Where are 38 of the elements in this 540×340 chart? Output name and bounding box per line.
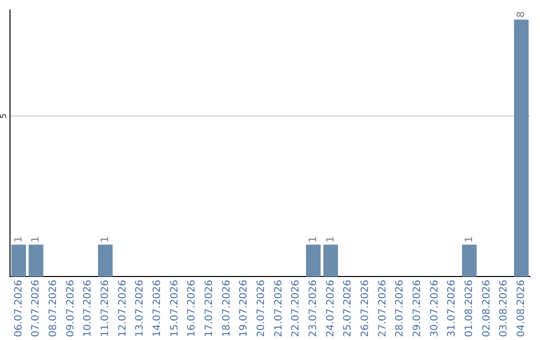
x-tick-label: 19.07.2026 (238, 280, 250, 338)
y-tick-label: 5 (0, 114, 8, 119)
x-tick-label: 16.07.2026 (186, 280, 198, 338)
x-tick-label: 20.07.2026 (256, 280, 267, 338)
x-tick-label: 17.07.2026 (204, 280, 215, 338)
x-tick-label: 22.07.2026 (290, 280, 302, 338)
x-tick-label: 02.08.2026 (481, 280, 492, 338)
x-tick-label: 07.07.2026 (30, 280, 42, 338)
data-label: 8 (516, 11, 527, 18)
x-tick-label: 09.07.2026 (65, 280, 76, 338)
x-tick-label: 13.07.2026 (134, 280, 146, 338)
data-label: 1 (464, 236, 475, 243)
x-tick-label: 04.08.2026 (516, 280, 527, 338)
x-tick-label: 23.07.2026 (308, 280, 319, 338)
x-tick-label: 18.07.2026 (221, 280, 232, 338)
data-label: 1 (325, 236, 336, 243)
x-tick-label: 12.07.2026 (117, 280, 128, 338)
x-tick-label: 29.07.2026 (412, 280, 423, 338)
x-tick-label: 27.07.2026 (377, 280, 388, 338)
x-tick-label: 14.07.2026 (152, 280, 163, 338)
x-tick-label: 10.07.2026 (82, 280, 94, 338)
data-label: 1 (308, 236, 319, 243)
x-tick-label: 31.07.2026 (446, 280, 458, 338)
x-tick-label: 06.07.2026 (13, 280, 24, 338)
x-tick-label: 30.07.2026 (429, 280, 440, 338)
data-label: 1 (100, 236, 111, 243)
x-tick-label: 08.07.2026 (48, 280, 59, 338)
x-tick-label: 15.07.2026 (169, 280, 180, 338)
x-tick-label: 26.07.2026 (360, 280, 371, 338)
x-tick-label: 28.07.2026 (394, 280, 406, 338)
x-tick-label: 03.08.2026 (498, 280, 510, 338)
x-tick-label: 11.07.2026 (100, 280, 111, 338)
x-tick-label: 21.07.2026 (273, 280, 284, 338)
data-label: 1 (30, 236, 42, 243)
x-tick-label: 25.07.2026 (342, 280, 354, 338)
x-tick-label: 24.07.2026 (325, 280, 336, 338)
x-tick-label: 01.08.2026 (464, 280, 475, 338)
data-label: 1 (13, 236, 24, 243)
